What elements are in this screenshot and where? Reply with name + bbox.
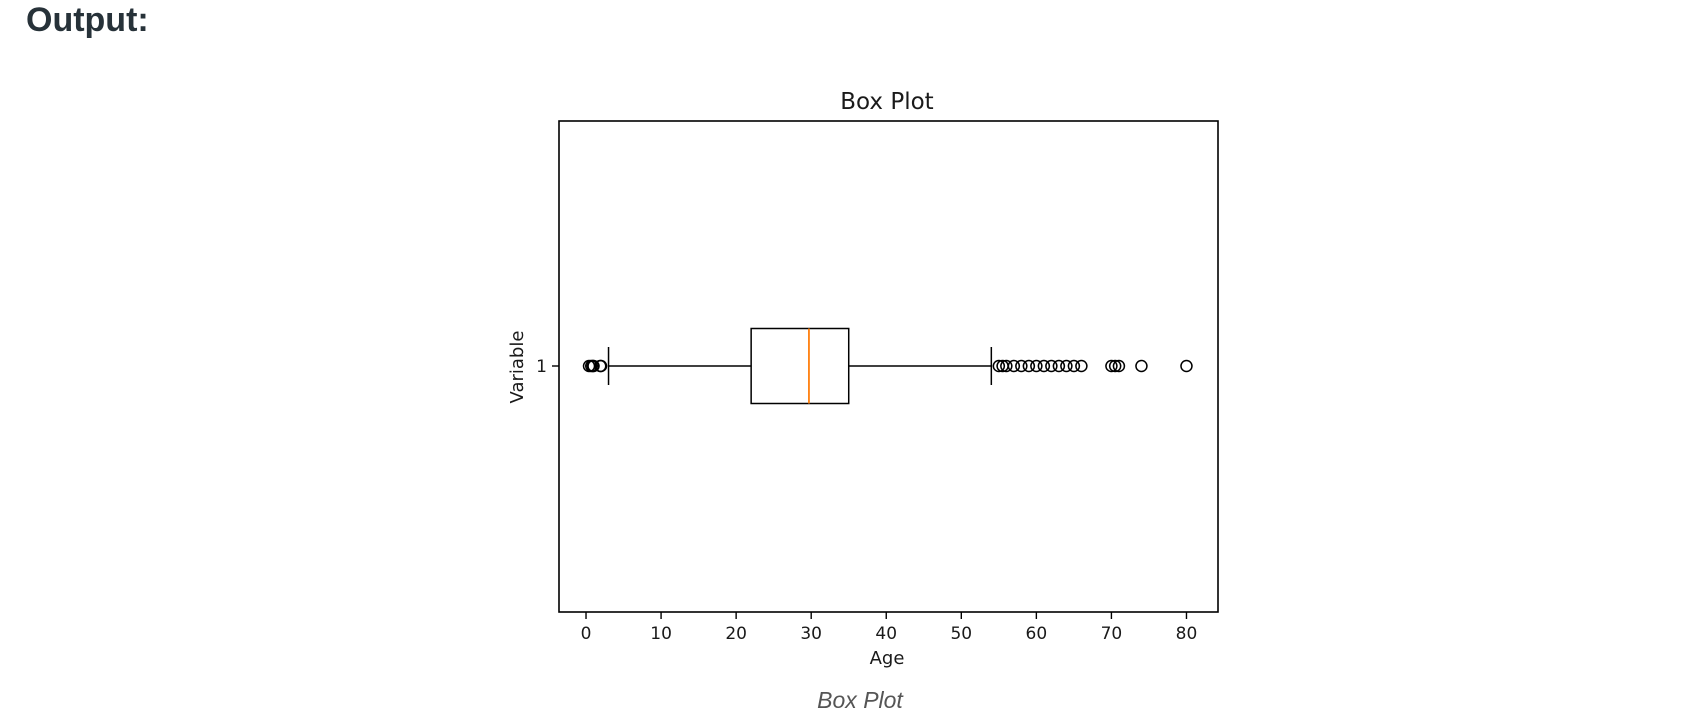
x-tick-label: 30 [800, 624, 822, 644]
x-tick-label: 10 [650, 624, 672, 644]
figure-caption: Box Plot [817, 687, 903, 713]
outlier-point [1075, 359, 1088, 373]
outlier-point [1000, 359, 1013, 373]
outlier-point [1067, 359, 1081, 373]
chart-title: Box Plot [840, 89, 933, 115]
x-tick-label: 0 [581, 624, 592, 644]
outlier-point [992, 359, 1006, 373]
outlier-point [1037, 359, 1051, 373]
output-heading: Output: [26, 1, 149, 39]
outlier-point [1007, 359, 1021, 373]
iqr-box [750, 327, 850, 405]
outlier-point [1015, 359, 1028, 373]
x-tick-label: 80 [1176, 624, 1198, 644]
x-tick-label: 20 [725, 624, 747, 644]
y-tick-label: 1 [536, 357, 547, 377]
outlier-point [1022, 359, 1036, 373]
outlier-point [1045, 359, 1058, 373]
outlier-point [1052, 359, 1066, 373]
x-axis-label: Age [870, 648, 905, 669]
x-tick-label: 60 [1026, 624, 1048, 644]
outlier-point [594, 359, 608, 373]
axes-frame [558, 120, 1219, 613]
outlier-point [587, 359, 600, 373]
box-series [582, 327, 1193, 405]
y-ticks: 1 [536, 357, 559, 377]
x-tick-label: 40 [875, 624, 897, 644]
outlier-point [1105, 359, 1118, 373]
x-ticks: 0 10 20 30 40 50 60 70 80 [581, 612, 1198, 644]
x-tick-label: 50 [950, 624, 972, 644]
x-tick-label: 70 [1101, 624, 1123, 644]
outlier-point [1030, 359, 1043, 373]
outlier-point [1108, 359, 1122, 373]
y-axis-label: Variable [507, 331, 528, 404]
outlier-point [1060, 359, 1073, 373]
plot-area: 0 10 20 30 40 50 60 70 80 1 [536, 120, 1219, 644]
outlier-point [1180, 359, 1193, 373]
outlier-point [1112, 359, 1126, 373]
outlier-point [1135, 359, 1148, 373]
